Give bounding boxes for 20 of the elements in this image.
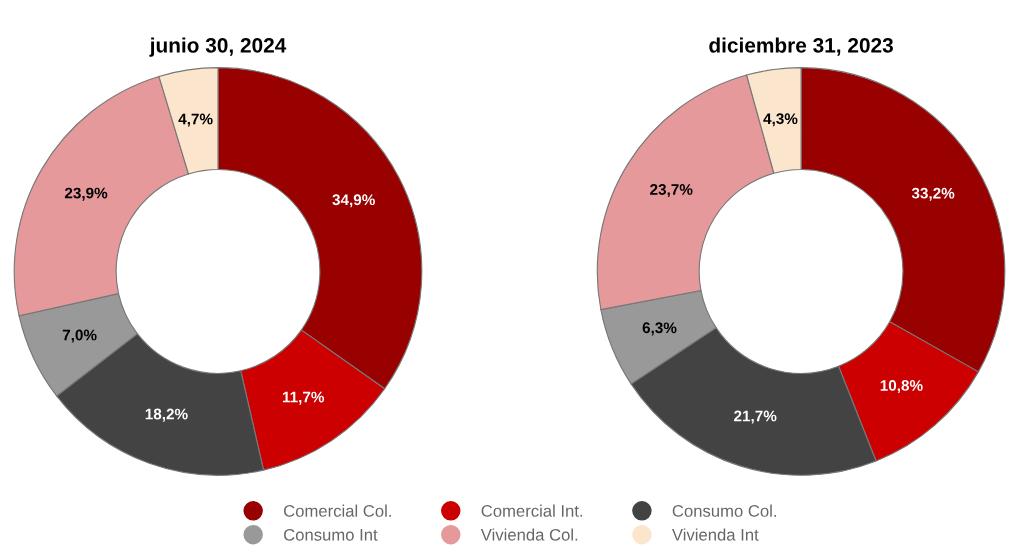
chart-title: diciembre 31, 2023 [709,37,893,56]
legend-label: Consumo Int [284,528,378,541]
data-label: 4,7% [178,113,213,127]
data-label: 23,7% [650,184,693,198]
data-label: 10,8% [880,380,923,394]
legend-label: Comercial Col. [284,504,391,517]
data-label: 7,0% [62,329,97,343]
data-label: 6,3% [642,322,677,336]
legend-label: Comercial Int. [481,504,583,517]
data-label: 18,2% [145,408,188,422]
data-label: 23,9% [64,187,108,201]
data-label: 4,3% [763,113,798,127]
data-label: 33,2% [911,187,955,201]
legend-label: Vivienda Col. [480,528,578,541]
legend-label: Vivienda Int [671,528,759,541]
data-label: 11,7% [282,391,325,405]
data-label: 34,9% [332,194,375,208]
chart-title: junio 30, 2024 [149,37,287,57]
data-label: 21,7% [734,410,777,424]
legend-label: Consumo Col. [672,504,776,517]
